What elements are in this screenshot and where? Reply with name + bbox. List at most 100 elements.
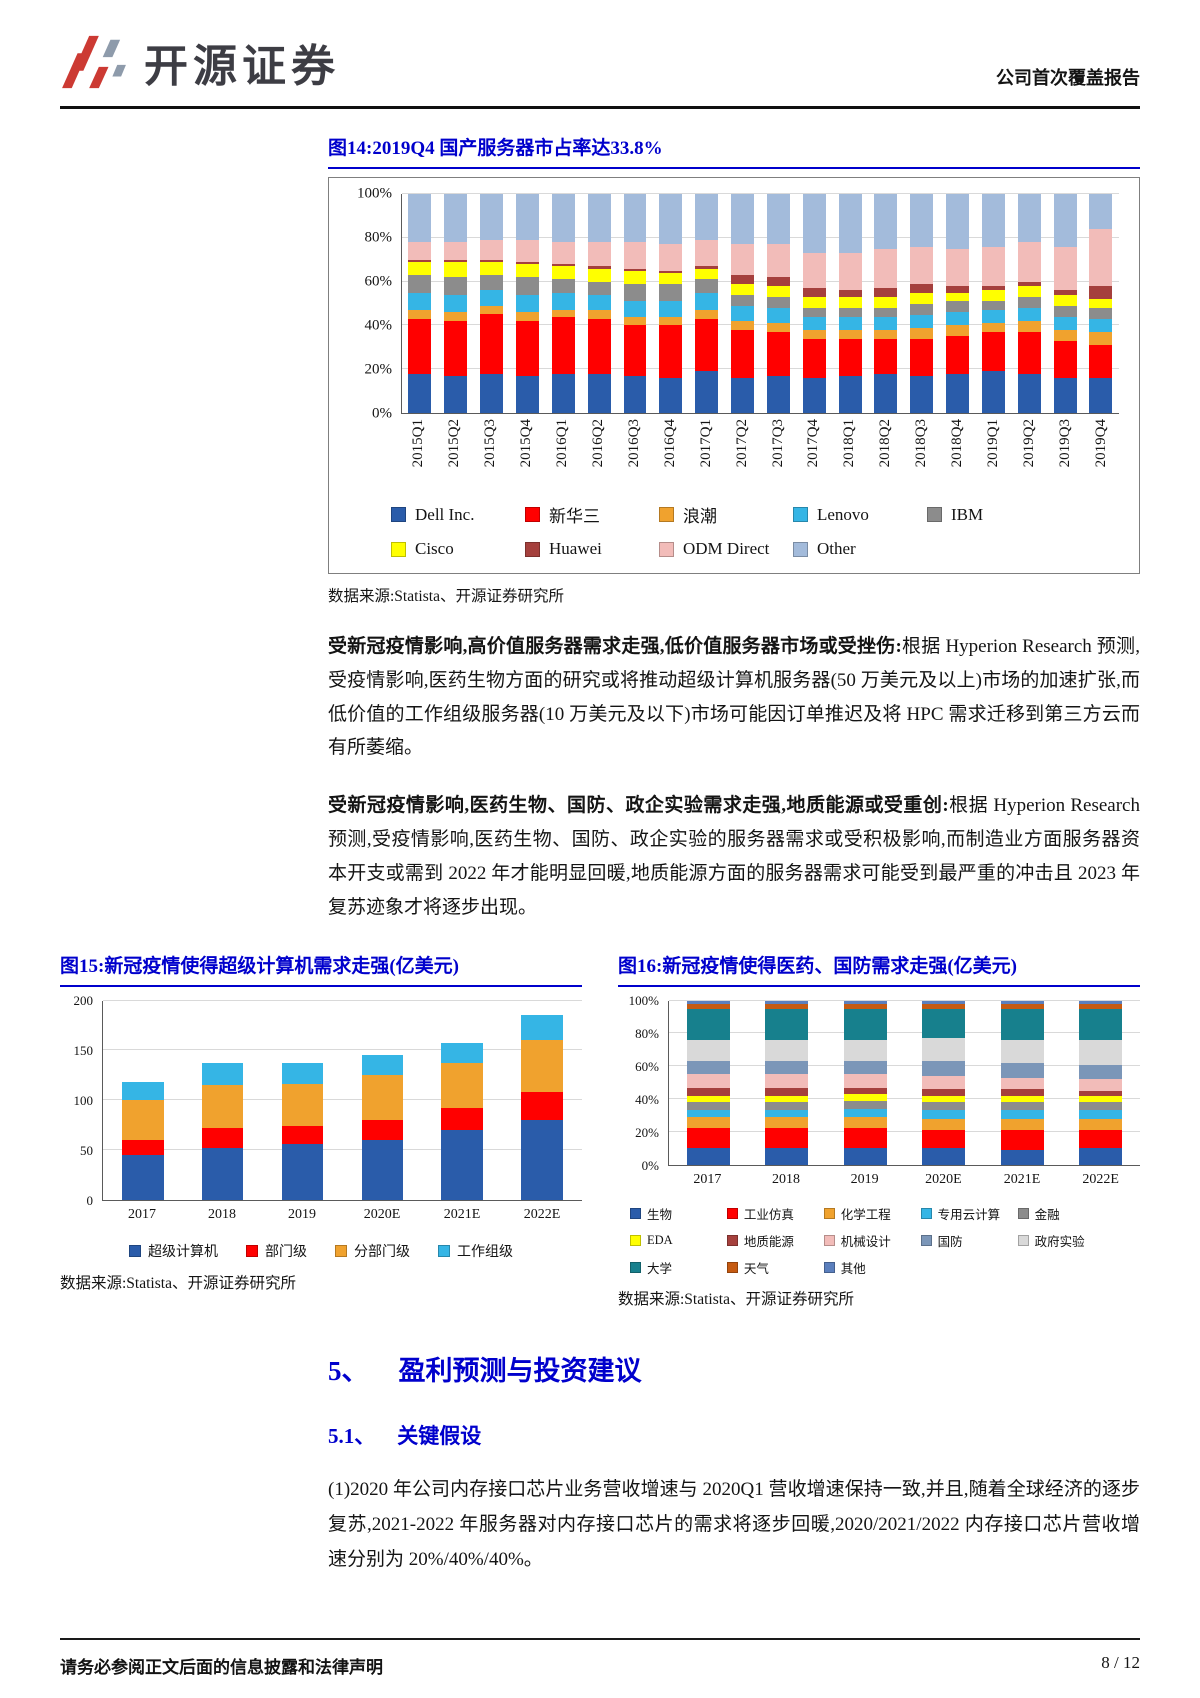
legend-item: Lenovo <box>793 502 927 527</box>
legend-item: ODM Direct <box>659 539 793 559</box>
bar-segment <box>1089 229 1113 287</box>
y-tick-label: 100% <box>357 185 392 202</box>
legend-swatch <box>391 507 406 522</box>
bar-segment <box>1079 1130 1123 1149</box>
bar-segment <box>686 1087 730 1096</box>
gridline <box>103 1148 582 1150</box>
bar-segment <box>659 283 683 302</box>
stacked-bar-2018Q2 <box>874 194 898 413</box>
bar-segment <box>766 296 790 308</box>
bar-segment <box>551 264 575 267</box>
y-tick-label: 50 <box>80 1142 93 1158</box>
bar-segment <box>1000 1118 1044 1131</box>
report-type-label: 公司首次覆盖报告 <box>996 68 1140 88</box>
stacked-bar-2017Q3 <box>766 194 790 413</box>
figure14-section: 图14:2019Q4 国产服务器市占率达33.8% 0% 20% 40% 60% 80%… <box>328 109 1140 925</box>
bar-segment <box>874 373 898 413</box>
x-tick-label: 2019 <box>850 1171 879 1187</box>
bar-segment <box>731 275 754 284</box>
legend-item: 大学 <box>630 1258 727 1277</box>
stacked-bar-2019Q2 <box>1017 194 1041 413</box>
stacked-bar-2019Q3 <box>1053 194 1077 413</box>
bar-segment <box>695 279 719 293</box>
bar-segment <box>910 375 934 413</box>
figure15-plot <box>102 999 582 1201</box>
bar-segment <box>766 286 790 297</box>
legend-swatch <box>129 1244 141 1257</box>
bar-segment <box>408 373 432 413</box>
figure15: 图15:新冠疫情使得超级计算机需求走强(亿美元) 0 50 100 150 200 20… <box>60 951 582 1309</box>
x-tick-label: 2018Q1 <box>841 419 858 468</box>
bar-segment <box>122 1154 164 1200</box>
bar-segment <box>922 1102 966 1111</box>
figure15-grid <box>103 999 582 1200</box>
page-footer: 请务必参阅正文后面的信息披露和法律声明 8 / 12 <box>60 1638 1140 1678</box>
bar-segment <box>922 1089 966 1096</box>
bar-segment <box>765 1148 809 1165</box>
bar-segment <box>765 1003 809 1009</box>
x-tick-label: 2016Q4 <box>661 419 678 468</box>
x-tick-label: 2019Q2 <box>1020 419 1037 468</box>
bar-segment <box>686 1095 730 1103</box>
bar-segment <box>1000 1062 1044 1078</box>
bar-segment <box>515 261 539 265</box>
legend-swatch <box>726 1207 738 1219</box>
bar-segment <box>551 279 575 293</box>
x-tick-label: 2019Q1 <box>984 419 1001 468</box>
bar-segment <box>765 1000 809 1004</box>
figure16-chart-area: 0% 20% 40% 60% 80% 100% <box>618 993 1140 1173</box>
figure15-chart: 0 50 100 150 200 2017 2018 2019 2020E 2021E 2022E… <box>60 993 582 1261</box>
bar-segment <box>838 307 862 317</box>
bar-segment <box>843 1100 887 1109</box>
bar-segment <box>201 1127 244 1148</box>
bar-segment <box>843 1003 887 1009</box>
bar-segment <box>441 1107 483 1130</box>
legend-swatch <box>630 1234 641 1246</box>
x-tick-label: 2018 <box>208 1206 236 1222</box>
legend-swatch <box>1017 1207 1029 1219</box>
bar-column <box>581 194 617 413</box>
bar-segment <box>802 288 826 297</box>
bar-column <box>725 194 761 413</box>
bar-segment <box>122 1082 164 1101</box>
bar-segment <box>1089 332 1113 346</box>
bar-segment <box>480 275 504 291</box>
subsection-heading: 5.1、 关键假设 <box>328 1420 1140 1450</box>
bar-segment <box>281 1084 324 1126</box>
bar-segment <box>981 331 1005 372</box>
x-tick-label: 2020E <box>925 1171 962 1187</box>
bar-segment <box>1089 345 1113 378</box>
bar-segment <box>515 375 539 413</box>
bar-segment <box>444 312 468 322</box>
legend-label: 其他 <box>840 1261 866 1276</box>
bar-segment <box>874 338 898 374</box>
bar-segment <box>946 301 970 313</box>
bar-segment <box>695 194 719 241</box>
bar-segment <box>515 240 539 262</box>
bar-segment <box>765 1128 809 1149</box>
bar-segment <box>1000 1077 1044 1090</box>
bar-segment <box>515 264 539 278</box>
paragraph-1: 受新冠疫情影响,高价值服务器需求走强,低价值服务器市场或受挫伤:根据 Hyper… <box>328 630 1140 765</box>
legend-row: 生物 工业仿真 化学工程 专用云计算 金融 <box>630 1204 1140 1223</box>
bar-segment <box>201 1063 244 1086</box>
bar-column <box>940 194 976 413</box>
y-tick-label: 40% <box>364 317 393 334</box>
bar-segment <box>480 314 504 374</box>
legend-item: 工作组级 <box>438 1241 513 1261</box>
bar-segment <box>686 1110 730 1117</box>
legend-swatch <box>927 507 942 522</box>
figure14-plot <box>401 193 1119 414</box>
bar-segment <box>910 327 934 339</box>
bar-segment <box>623 194 647 243</box>
y-tick-label: 100 <box>73 1092 94 1108</box>
legend-item: 工业仿真 <box>726 1204 824 1223</box>
bar-segment <box>843 1074 887 1088</box>
bar-segment <box>1079 1039 1123 1065</box>
stacked-bar-2018Q1 <box>838 194 862 413</box>
bar-column <box>402 194 438 413</box>
legend-item: 天气 <box>726 1258 824 1277</box>
legend-label: Cisco <box>415 539 454 558</box>
bar-segment <box>441 1129 483 1200</box>
